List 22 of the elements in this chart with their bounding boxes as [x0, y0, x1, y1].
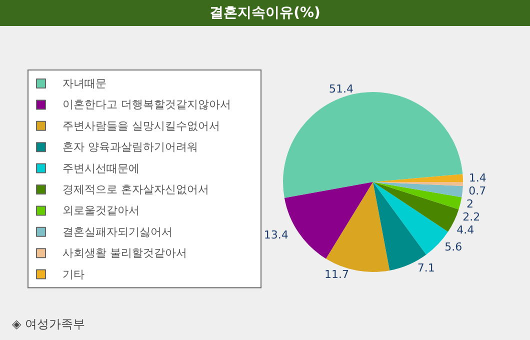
legend-label: 주변시선때문에 — [62, 162, 140, 175]
data-label: 1.4 — [468, 171, 486, 184]
legend-label: 기타 — [62, 268, 84, 281]
legend-label: 혼자 양육과살림하기어려워 — [62, 140, 198, 154]
data-label: 13.4 — [264, 228, 288, 242]
text: ◈ 여성가족부 — [12, 316, 86, 333]
data-label: 2.2 — [462, 210, 480, 224]
data-label: 5.6 — [444, 240, 462, 254]
chart-title: 결혼지속이유(%) — [0, 0, 530, 26]
legend-label: 자녀때문 — [62, 77, 106, 90]
legend-label: 외로울것같아서 — [62, 204, 140, 218]
legend-label: 사회생활 불리할것같아서 — [62, 246, 187, 260]
data-label: 0.7 — [468, 184, 486, 198]
data-label: 11.7 — [324, 268, 350, 281]
data-label: 7.1 — [417, 262, 435, 275]
legend-label: 결혼실패자되기싫어서 — [62, 225, 172, 238]
data-label: 2 — [466, 197, 474, 210]
legend-label: 이혼한다고 더행복할것같지않아서 — [62, 98, 231, 112]
data-label: 51.4 — [329, 82, 354, 96]
legend-label: 경제적으로 혼자살자신없어서 — [62, 183, 209, 196]
legend-label: 주변사람들을 실망시킬수없어서 — [62, 119, 220, 132]
data-label: 4.4 — [456, 223, 474, 236]
